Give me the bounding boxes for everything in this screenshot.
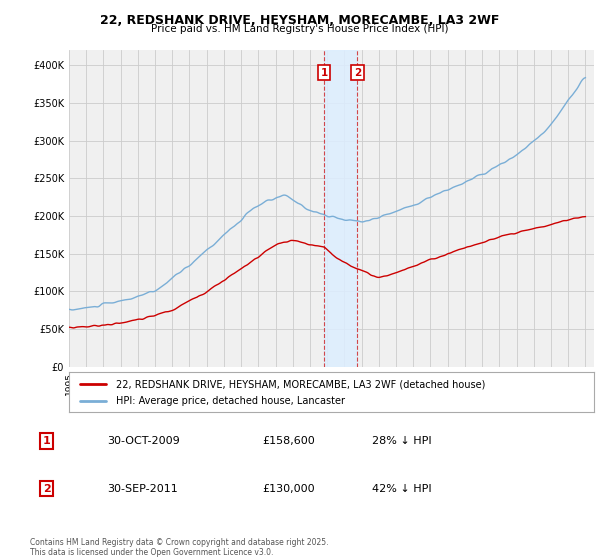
Text: HPI: Average price, detached house, Lancaster: HPI: Average price, detached house, Lanc…	[116, 395, 345, 405]
Text: 2: 2	[353, 68, 361, 77]
Text: £130,000: £130,000	[262, 484, 314, 493]
Text: Price paid vs. HM Land Registry's House Price Index (HPI): Price paid vs. HM Land Registry's House …	[151, 24, 449, 34]
Text: £158,600: £158,600	[262, 436, 314, 446]
Bar	[324, 50, 358, 367]
Text: 30-SEP-2011: 30-SEP-2011	[107, 484, 178, 493]
Text: 22, REDSHANK DRIVE, HEYSHAM, MORECAMBE, LA3 2WF: 22, REDSHANK DRIVE, HEYSHAM, MORECAMBE, …	[100, 14, 500, 27]
Text: Contains HM Land Registry data © Crown copyright and database right 2025.
This d: Contains HM Land Registry data © Crown c…	[30, 538, 329, 557]
Text: 1: 1	[320, 68, 328, 77]
Text: 42% ↓ HPI: 42% ↓ HPI	[372, 484, 432, 493]
Text: 28% ↓ HPI: 28% ↓ HPI	[372, 436, 432, 446]
Text: 2: 2	[43, 484, 50, 493]
Text: 22, REDSHANK DRIVE, HEYSHAM, MORECAMBE, LA3 2WF (detached house): 22, REDSHANK DRIVE, HEYSHAM, MORECAMBE, …	[116, 379, 485, 389]
Text: 30-OCT-2009: 30-OCT-2009	[107, 436, 180, 446]
Text: 1: 1	[43, 436, 50, 446]
